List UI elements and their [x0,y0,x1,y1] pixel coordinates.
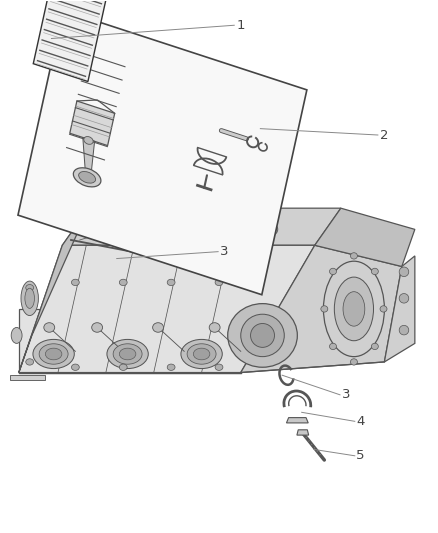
Ellipse shape [26,359,34,365]
Ellipse shape [119,364,127,370]
Ellipse shape [33,340,74,368]
Text: 3: 3 [342,389,350,401]
Text: 1: 1 [237,19,245,32]
Ellipse shape [138,219,178,239]
Ellipse shape [350,253,357,259]
Polygon shape [19,208,88,373]
Ellipse shape [71,279,79,286]
Ellipse shape [46,348,62,360]
Text: 3: 3 [220,245,228,258]
Ellipse shape [11,327,22,343]
Polygon shape [18,10,307,295]
Ellipse shape [167,364,175,370]
Polygon shape [62,208,341,245]
Ellipse shape [215,279,223,286]
Ellipse shape [323,261,385,357]
Ellipse shape [167,279,175,286]
Ellipse shape [329,268,336,274]
Ellipse shape [380,306,387,312]
Ellipse shape [371,343,378,350]
Ellipse shape [343,292,365,326]
Polygon shape [70,101,115,146]
Ellipse shape [329,343,336,350]
Ellipse shape [399,267,409,277]
Ellipse shape [79,172,95,183]
Ellipse shape [91,219,130,239]
Ellipse shape [119,279,127,286]
Polygon shape [19,309,241,373]
Ellipse shape [350,359,357,365]
Ellipse shape [92,322,102,332]
Text: 4: 4 [356,415,364,428]
Ellipse shape [371,268,378,274]
Ellipse shape [215,364,223,370]
Ellipse shape [71,364,79,370]
Ellipse shape [209,322,220,332]
Ellipse shape [21,281,39,316]
Polygon shape [33,0,109,82]
Ellipse shape [399,294,409,303]
Ellipse shape [251,324,275,348]
Polygon shape [19,245,315,373]
Ellipse shape [107,340,148,368]
Ellipse shape [187,344,216,364]
Ellipse shape [73,168,101,187]
Polygon shape [297,430,309,435]
Ellipse shape [193,348,210,360]
Ellipse shape [84,136,93,144]
Ellipse shape [25,288,35,309]
Ellipse shape [334,277,374,341]
Ellipse shape [241,314,284,357]
Text: 5: 5 [356,449,364,462]
Ellipse shape [239,219,278,239]
Ellipse shape [119,348,136,360]
Ellipse shape [245,223,271,236]
Ellipse shape [26,285,34,291]
Polygon shape [385,256,415,362]
Polygon shape [241,245,402,373]
Polygon shape [286,418,308,423]
Polygon shape [315,208,415,266]
Ellipse shape [399,325,409,335]
Ellipse shape [321,306,328,312]
Text: 2: 2 [380,128,389,141]
Ellipse shape [97,223,123,236]
Ellipse shape [113,344,142,364]
Ellipse shape [39,344,68,364]
Polygon shape [83,138,95,173]
Ellipse shape [145,223,171,236]
Ellipse shape [197,223,223,236]
Polygon shape [10,375,45,381]
Ellipse shape [44,322,55,332]
Ellipse shape [152,322,163,332]
Ellipse shape [181,340,222,368]
Ellipse shape [191,219,230,239]
Ellipse shape [228,304,297,367]
